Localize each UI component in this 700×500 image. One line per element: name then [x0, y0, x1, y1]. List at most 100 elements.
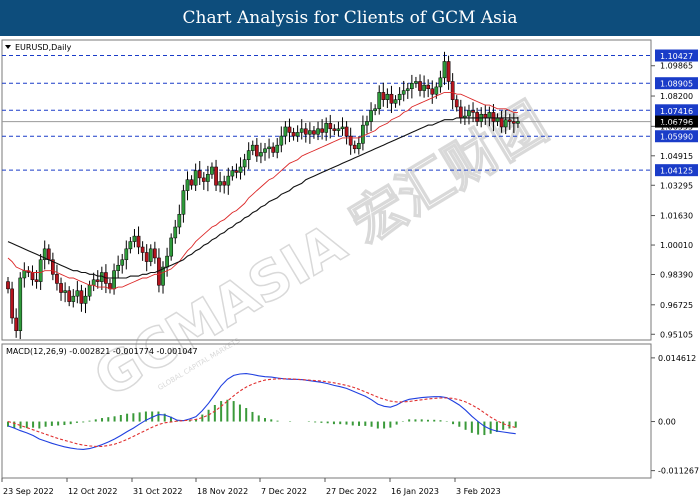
bear-candle-body: [312, 130, 316, 135]
bull-candle-body: [230, 170, 235, 177]
candle: [234, 163, 239, 179]
candle: [405, 82, 410, 99]
candle: [42, 240, 47, 270]
candle: [59, 277, 63, 301]
price-tick-label: 1.00010: [660, 241, 693, 250]
bear-candle-body: [483, 113, 488, 119]
time-tick-label: 23 Sep 2022: [3, 487, 54, 496]
bull-candle-body: [177, 214, 182, 228]
bear-candle-body: [426, 84, 431, 90]
candle: [6, 277, 10, 294]
candle: [79, 284, 84, 312]
bear-candle-body: [144, 252, 149, 262]
candle: [320, 119, 324, 140]
candle: [393, 95, 398, 108]
bull-candle-body: [173, 226, 178, 239]
candle: [348, 127, 353, 155]
candle: [95, 270, 100, 289]
bull-candle-body: [193, 170, 198, 186]
candle: [369, 102, 373, 132]
bear-candle-body: [51, 259, 55, 275]
bear-candle-body: [30, 272, 35, 281]
candle: [365, 115, 369, 134]
current-price-box: [655, 115, 698, 128]
bull-candle-body: [71, 295, 76, 302]
time-tick-label: 31 Oct 2022: [133, 487, 182, 496]
bull-candle-body: [373, 108, 377, 111]
bull-candle-body: [218, 181, 222, 186]
bull-candle-body: [356, 143, 361, 150]
bull-candle-body: [128, 241, 133, 250]
price-tick-label: 0.96725: [660, 301, 693, 310]
candle: [271, 142, 276, 157]
bull-candle-body: [267, 146, 271, 150]
bull-candle-body: [442, 61, 447, 79]
level-label: 1.05990: [660, 133, 693, 142]
candle: [230, 166, 235, 181]
collapse-triangle-icon[interactable]: [5, 45, 11, 49]
bull-candle-body: [365, 121, 369, 126]
level-label-box: [655, 77, 698, 90]
level-label-box: [655, 49, 698, 62]
candle: [51, 252, 55, 281]
candle: [259, 142, 263, 164]
bear-candle-body: [291, 132, 296, 137]
bull-candle-body: [401, 90, 406, 95]
price-tick-label: 1.01630: [660, 212, 693, 221]
bull-candle-body: [385, 93, 390, 100]
candle: [356, 136, 361, 155]
candle: [214, 159, 218, 191]
macd-title: MACD(12,26,9) -0.002821 -0.001774 -0.001…: [6, 347, 198, 356]
bull-candle-body: [124, 248, 129, 261]
bear-candle-body: [10, 288, 14, 319]
bear-candle-body: [140, 246, 145, 253]
candle: [316, 121, 320, 141]
bull-candle-body: [283, 126, 288, 137]
bull-candle-body: [148, 248, 153, 262]
candle: [381, 82, 386, 107]
bear-candle-body: [499, 117, 504, 128]
candle: [308, 122, 312, 144]
level-label: 1.04125: [660, 167, 693, 176]
candle: [332, 124, 337, 136]
bear-candle-body: [320, 128, 324, 133]
candle: [377, 85, 382, 115]
bear-candle-body: [79, 290, 84, 304]
bear-candle-body: [136, 235, 141, 248]
candle: [210, 162, 214, 179]
candle: [397, 87, 402, 106]
current-price-label: 1.06796: [660, 118, 693, 127]
level-label-box: [655, 130, 698, 143]
price-tick-label: 0.98390: [660, 271, 693, 280]
candle: [361, 115, 365, 151]
bear-candle-body: [471, 110, 475, 113]
macd-tick-label: 0.014612: [658, 354, 696, 363]
bull-candle-body: [299, 128, 304, 133]
bear-candle-body: [352, 144, 357, 150]
candle: [467, 104, 471, 125]
candle: [185, 171, 190, 201]
candle: [263, 142, 267, 161]
bear-candle-body: [222, 181, 227, 186]
bear-candle-body: [201, 177, 206, 182]
bull-candle-body: [503, 119, 508, 128]
level-label-box: [655, 104, 698, 117]
candle: [471, 102, 475, 123]
time-tick-label: 3 Feb 2023: [456, 487, 501, 496]
level-label: 1.10427: [660, 52, 693, 61]
bull-candle-body: [38, 259, 43, 282]
price-axis: 1.09865 1.08200 1.06535 1.04915 1.03295 1.016…: [651, 62, 693, 339]
bull-candle-body: [434, 86, 439, 95]
bear-candle-body: [55, 274, 59, 284]
bull-candle-body: [263, 148, 267, 153]
candle: [275, 138, 280, 159]
candle: [177, 204, 182, 235]
bull-candle-body: [246, 150, 251, 160]
candle: [246, 142, 251, 170]
candle: [201, 172, 206, 190]
bull-candle-body: [42, 248, 47, 261]
candle: [516, 116, 520, 128]
candle: [238, 157, 243, 180]
bear-candle-body: [189, 179, 194, 186]
ma-long-line: [7, 117, 518, 279]
